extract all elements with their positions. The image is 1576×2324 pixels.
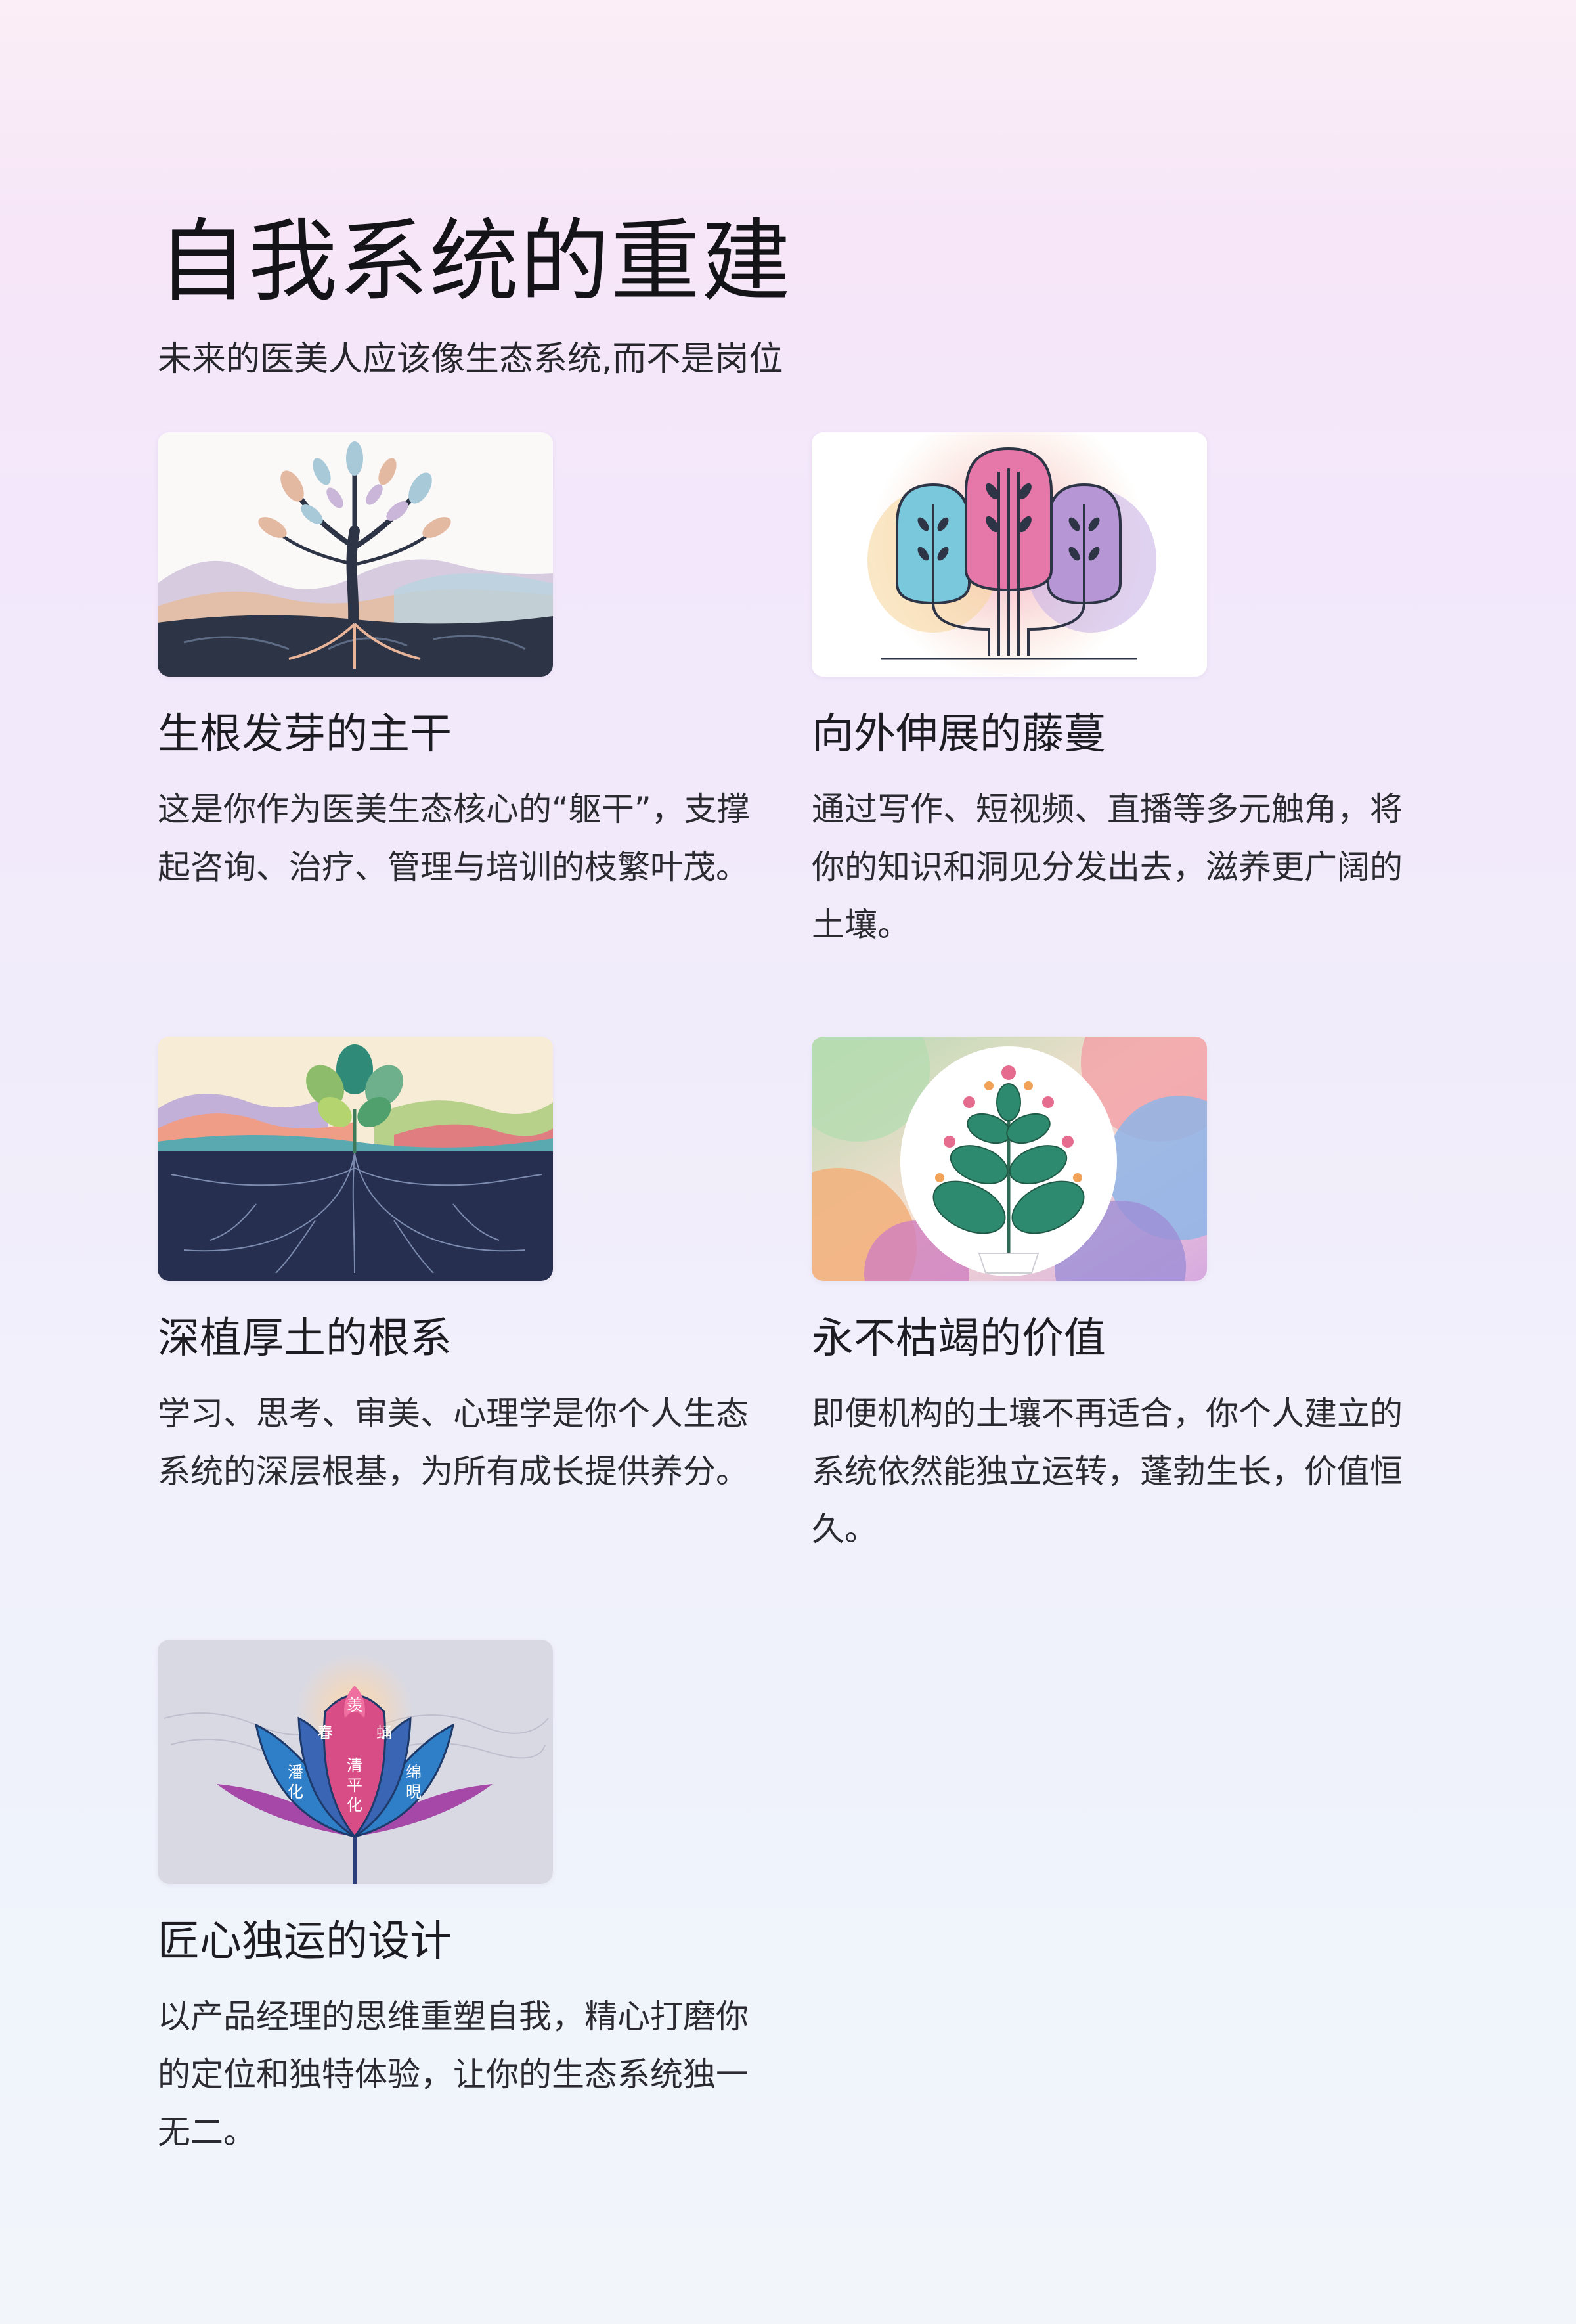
- card-lasting-value: 永不枯竭的价值 即便机构的土壤不再适合，你个人建立的系统依然能独立运转，蓬勃生长…: [812, 1037, 1416, 1558]
- card-extending-vines: 向外伸展的藤蔓 通过写作、短视频、直播等多元触角，将你的知识和洞见分发出去，滋养…: [812, 432, 1416, 954]
- lotus-text-center-3: 化: [347, 1796, 362, 1814]
- card-deep-roots: 深植厚土的根系 学习、思考、审美、心理学是你个人生态系统的深层根基，为所有成长提…: [158, 1037, 762, 1500]
- lotus-text-right-1: 绵: [406, 1763, 422, 1781]
- card-description: 通过写作、短视频、直播等多元触角，将你的知识和洞见分发出去，滋养更广阔的土壤。: [812, 790, 1403, 944]
- card-description: 学习、思考、审美、心理学是你个人生态系统的深层根基，为所有成长提供养分。: [158, 1395, 749, 1490]
- three-branch-tree-illustration: [812, 432, 1207, 677]
- card-title: 永不枯竭的价值: [812, 1314, 1106, 1363]
- page-title: 自我系统的重建: [158, 210, 792, 315]
- card-title: 生根发芽的主干: [158, 710, 452, 759]
- card-description: 这是你作为医美生态核心的“躯干”，支撑起咨询、治疗、管理与培训的枝繁叶茂。: [158, 790, 750, 886]
- page-subtitle: 未来的医美人应该像生态系统,而不是岗位: [158, 340, 783, 379]
- lotus-text-left-1: 潘: [288, 1763, 303, 1781]
- card-title: 深植厚土的根系: [158, 1314, 452, 1363]
- card-title: 匠心独运的设计: [158, 1917, 452, 1966]
- card-unique-design: 羡 春 蛹 潘 化 清 平 化 绵 晛 匠心独运的设计 以产品经理的思维重塑自我…: [158, 1640, 762, 2161]
- lotus-text-upper-right: 蛹: [376, 1724, 392, 1742]
- card-description: 以产品经理的思维重塑自我，精心打磨你的定位和独特体验，让你的生态系统独一无二。: [158, 1998, 749, 2151]
- tree-with-roots-illustration: [158, 432, 553, 677]
- lotus-text-top: 羡: [347, 1696, 362, 1714]
- lotus-illustration: 羡 春 蛹 潘 化 清 平 化 绵 晛: [158, 1640, 553, 1884]
- lotus-text-center-2: 平: [347, 1776, 362, 1795]
- card-description: 即便机构的土壤不再适合，你个人建立的系统依然能独立运转，蓬勃生长，价值恒久。: [812, 1395, 1403, 1548]
- sprout-with-deep-roots-illustration: [158, 1037, 553, 1281]
- card-title: 向外伸展的藤蔓: [812, 710, 1106, 759]
- card-main-trunk: 生根发芽的主干 这是你作为医美生态核心的“躯干”，支撑起咨询、治疗、管理与培训的…: [158, 432, 762, 896]
- flowering-plant-illustration: [812, 1037, 1207, 1281]
- lotus-text-left-2: 化: [288, 1783, 303, 1801]
- lotus-text-right-2: 晛: [406, 1783, 422, 1801]
- lotus-text-center-1: 清: [347, 1756, 362, 1775]
- lotus-text-upper-left: 春: [317, 1724, 333, 1742]
